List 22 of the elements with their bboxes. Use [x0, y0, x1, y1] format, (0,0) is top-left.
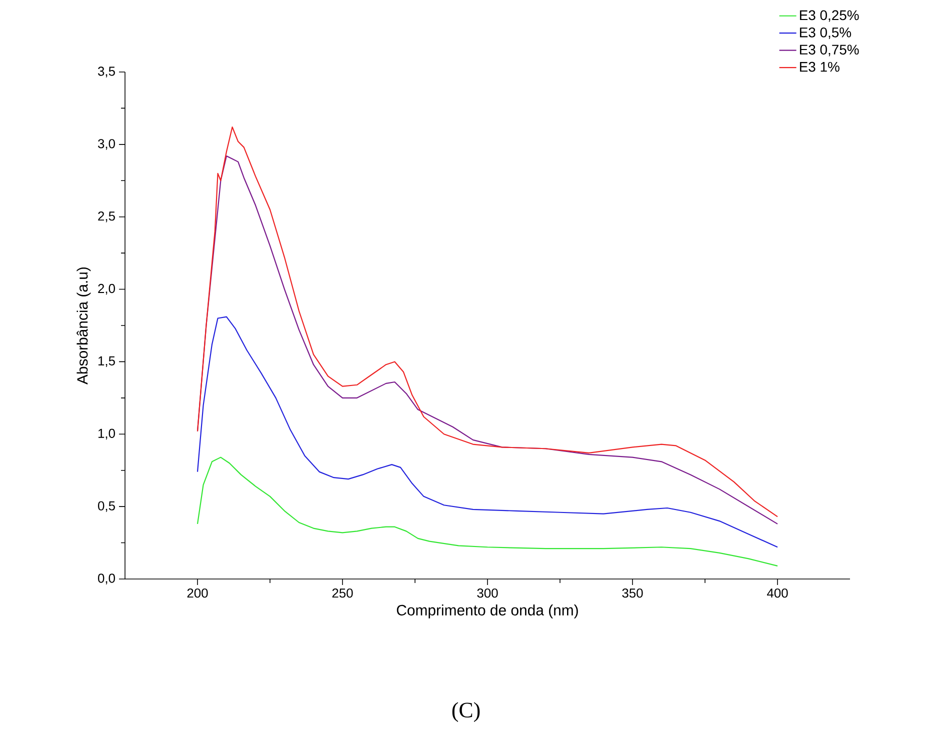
legend-label: E3 1% [800, 62, 840, 72]
x-tick-label: 200 [187, 588, 208, 598]
y-tick-label: 3,5 [98, 66, 115, 78]
y-axis-title: Absorbância (a.u) [76, 267, 91, 384]
y-tick-label: 0,5 [98, 501, 115, 512]
y-tick-label: 3,0 [98, 139, 116, 150]
line-series [196, 456, 778, 567]
y-tick-label: 2,0 [98, 284, 116, 295]
legend-label: E3 0,75% [800, 44, 859, 56]
y-tick-label: 2,5 [98, 212, 115, 222]
text: (C) [452, 702, 480, 722]
x-tick-label: 400 [767, 588, 788, 598]
y-tick-label: 0,0 [98, 574, 116, 584]
legend-label: E3 0,25% [800, 10, 859, 22]
x-axis-title: Comprimento de onda (nm) [396, 604, 578, 618]
x-tick-label: 350 [622, 588, 643, 598]
line-series [196, 316, 778, 548]
y-tick-label: 1,5 [98, 356, 115, 367]
y-tick-label: 1,0 [98, 428, 116, 440]
x-tick-label: 300 [477, 588, 498, 598]
x-tick-label: 250 [332, 588, 353, 598]
legend-label: E3 0,5% [800, 27, 852, 39]
